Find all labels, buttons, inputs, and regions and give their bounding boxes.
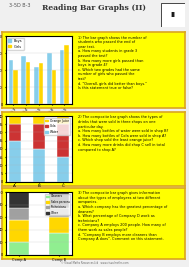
Bar xyxy=(9,60,13,104)
Bar xyxy=(47,53,52,104)
Text: © Visual Maths Resources Ltd   www.visualmaths.com: © Visual Maths Resources Ltd www.visualm… xyxy=(61,261,128,265)
X-axis label: Shop: Shop xyxy=(34,194,44,198)
Bar xyxy=(64,45,69,104)
Bar xyxy=(9,192,29,208)
Bar xyxy=(9,208,29,221)
Legend: Boys, Girls: Boys, Girls xyxy=(7,38,24,50)
Legend: Orange Juice, Cola, Water: Orange Juice, Cola, Water xyxy=(44,118,70,135)
Text: II: II xyxy=(170,12,175,18)
Bar xyxy=(9,116,21,124)
Bar xyxy=(57,108,69,124)
Text: Reading Bar Graphs (II): Reading Bar Graphs (II) xyxy=(43,4,146,12)
Bar xyxy=(9,141,21,182)
Bar xyxy=(60,50,64,104)
Text: 2) The composite bar graph shows the types of
drinks that were sold in three sho: 2) The composite bar graph shows the typ… xyxy=(78,115,168,152)
Bar xyxy=(22,57,26,104)
Bar xyxy=(49,192,69,208)
Bar xyxy=(34,67,39,104)
Bar xyxy=(33,124,45,149)
Bar xyxy=(49,217,69,233)
Bar xyxy=(52,70,56,104)
Text: 3) The composite bar graph gives information
about the types of employees at two: 3) The composite bar graph gives informa… xyxy=(78,191,167,241)
Bar xyxy=(57,124,69,157)
Legend: Cleaners, Sales persons, Technicians, Other: Cleaners, Sales persons, Technicians, Ot… xyxy=(45,194,70,215)
Bar xyxy=(57,157,69,182)
Bar xyxy=(9,242,29,255)
Bar xyxy=(49,208,69,217)
Text: 3-5D B-3: 3-5D B-3 xyxy=(9,3,31,8)
Bar xyxy=(26,62,30,104)
Text: 1) The bar graph shows the number of
students who passed the end of
year test.
a: 1) The bar graph shows the number of stu… xyxy=(78,36,147,90)
Bar xyxy=(9,221,29,242)
Bar xyxy=(49,233,69,255)
Bar xyxy=(33,149,45,182)
Bar xyxy=(33,100,45,124)
Bar xyxy=(39,63,43,104)
Bar xyxy=(13,70,18,104)
Bar xyxy=(9,124,21,141)
